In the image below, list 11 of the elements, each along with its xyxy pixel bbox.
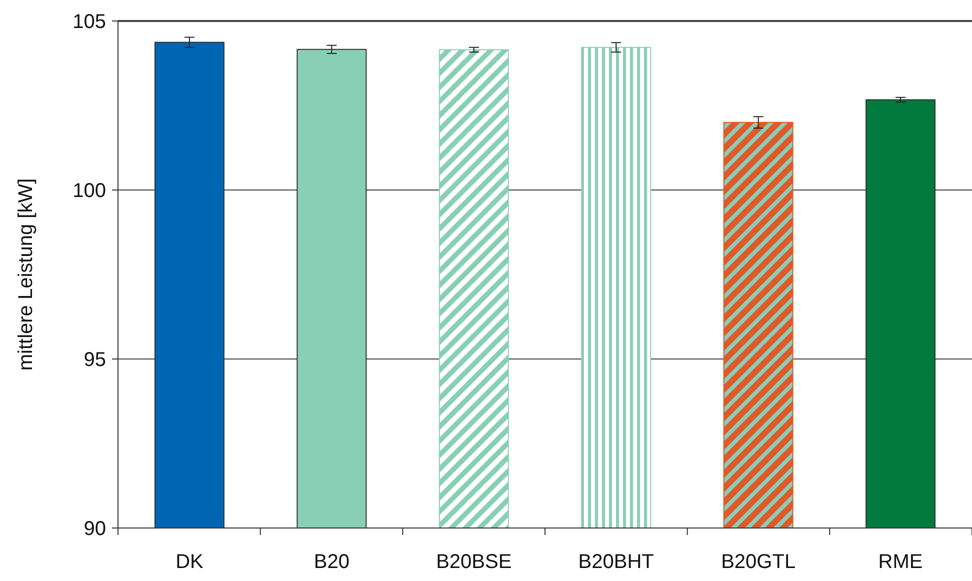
x-tick-label: B20: [314, 551, 350, 573]
x-tick-label: B20GTL: [721, 551, 796, 573]
x-tick-label: B20BHT: [578, 551, 654, 573]
y-tick-label: 100: [72, 180, 106, 202]
y-axis-title: mittlere Leistung [kW]: [15, 178, 37, 371]
x-tick-label: DK: [176, 551, 204, 573]
y-tick-label: 90: [84, 518, 106, 540]
x-tick-label: RME: [878, 551, 923, 573]
y-tick-label: 95: [84, 349, 106, 371]
y-tick-label: 105: [72, 11, 106, 33]
x-tick-label: B20BSE: [436, 551, 512, 573]
